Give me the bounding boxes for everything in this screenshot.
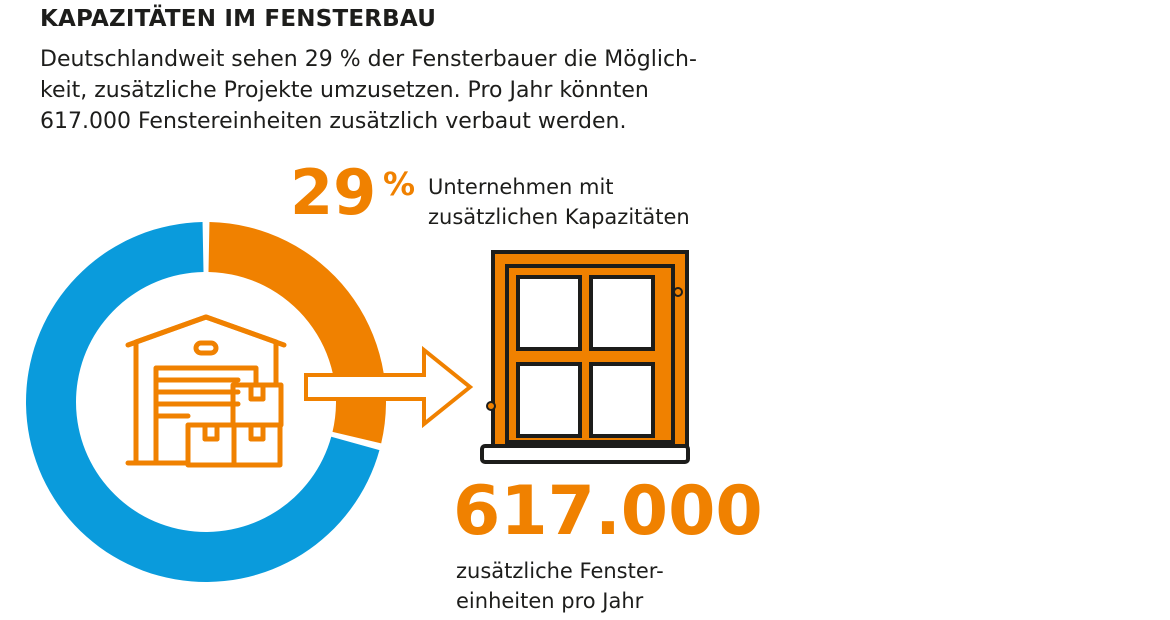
page-title: KAPAZITÄTEN IM FENSTERBAU (40, 6, 437, 32)
units-label: zusätzliche Fenster- einheiten pro Jahr (456, 556, 664, 616)
units-label-line-1: zusätzliche Fenster- (456, 559, 664, 583)
intro-line-3: 617.000 Fenstereinheiten zusätzlich verb… (40, 109, 627, 134)
share-unit: % (383, 165, 416, 203)
intro-line-1: Deutschlandweit sehen 29 % der Fensterba… (40, 47, 697, 72)
intro-text: Deutschlandweit sehen 29 % der Fensterba… (40, 44, 760, 137)
share-label-line-2: zusätzlichen Kapazitäten (428, 205, 690, 229)
share-label-line-1: Unternehmen mit (428, 175, 614, 199)
warehouse-icon (125, 314, 287, 468)
share-label: Unternehmen mit zusätzlichen Kapazitäten (428, 172, 690, 232)
arrow-right-icon (304, 345, 474, 429)
units-value: 617.000 (453, 472, 763, 551)
window-icon (480, 250, 690, 464)
share-value: 29 (290, 156, 377, 229)
units-label-line-2: einheiten pro Jahr (456, 589, 644, 613)
intro-line-2: keit, zusätzliche Projekte umzusetzen. P… (40, 78, 649, 103)
